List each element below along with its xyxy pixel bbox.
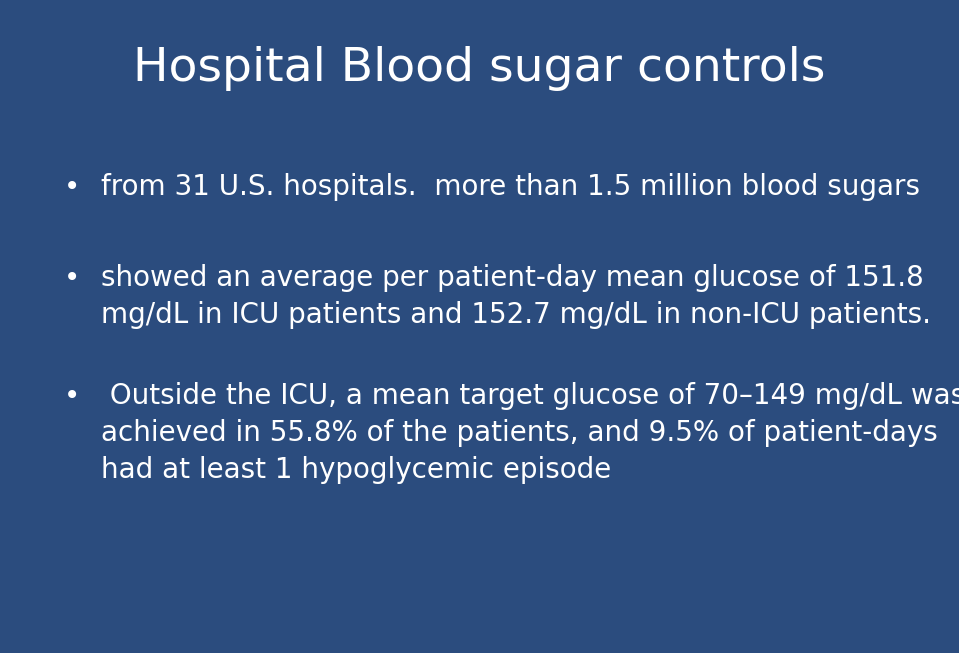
Text: •: • [64,382,80,410]
Text: Outside the ICU, a mean target glucose of 70–149 mg/dL was
achieved in 55.8% of : Outside the ICU, a mean target glucose o… [101,382,959,484]
Text: •: • [64,264,80,293]
Text: Hospital Blood sugar controls: Hospital Blood sugar controls [133,46,826,91]
Text: •: • [64,173,80,201]
Text: from 31 U.S. hospitals.  more than 1.5 million blood sugars: from 31 U.S. hospitals. more than 1.5 mi… [101,173,920,201]
Text: showed an average per patient-day mean glucose of 151.8
mg/dL in ICU patients an: showed an average per patient-day mean g… [101,264,930,329]
